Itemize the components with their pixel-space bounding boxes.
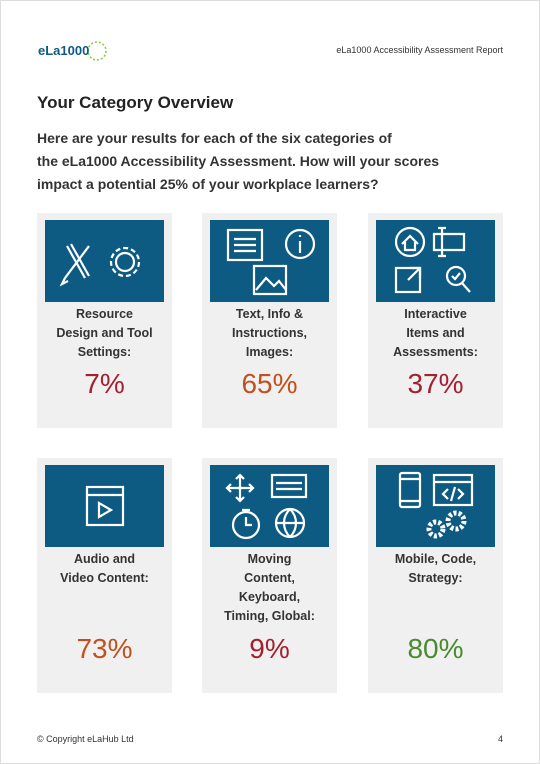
label-line: Interactive [404,307,467,321]
label-line: Text, Info & [235,307,304,321]
page-number: 4 [497,734,503,744]
icon-graphic [398,471,474,539]
category-score: 9% [249,633,290,664]
category-label: Resource Design and Tool Settings: [37,305,172,362]
category-card: Mobile, Code, Strategy: 80% [368,458,503,693]
category-label: Mobile, Code, Strategy: [368,550,503,588]
intro-line: impact a potential 25% of your workplace… [37,176,379,192]
label-line: Video Content: [60,571,149,585]
icon-graphic [85,485,125,527]
category-card: Audio and Video Content: 73% [37,458,172,693]
category-label: Text, Info & Instructions, Images: [202,305,337,362]
category-card: Resource Design and Tool Settings: 7% [37,213,172,428]
icon-graphic [59,243,141,287]
report-title: eLa1000 Accessibility Assessment Report [336,45,503,55]
category-icon [376,220,495,302]
category-score: 80% [407,633,464,664]
logo-mark [87,41,107,61]
label-line: Mobile, Code, [394,552,477,566]
category-score: 7% [84,368,125,399]
label-line: Moving [247,552,292,566]
intro-line: Here are your results for each of the si… [37,130,392,146]
category-score: 65% [241,368,298,399]
logo: eLa1000 [38,43,90,58]
label-line: Resource [76,307,133,321]
icon-graphic [226,228,316,296]
icon-graphic [394,226,471,294]
category-card: Text, Info & Instructions, Images: 65% [202,213,337,428]
label-line: Instructions, [231,326,307,340]
category-icon [45,220,164,302]
label-line: Design and Tool [56,326,153,340]
intro: Here are your results for each of the si… [37,127,439,196]
category-card: Moving Content, Keyboard, Timing, Global: 9% [202,458,337,693]
label-line: Settings: [77,345,132,359]
category-icon [45,465,164,547]
page-title: Your Category Overview [37,93,234,112]
category-label: Interactive Items and Assessments: [368,305,503,362]
label-line: Images: [245,345,294,359]
category-label: Moving Content, Keyboard, Timing, Global: [202,550,337,626]
category-card: Interactive Items and Assessments: 37% [368,213,503,428]
icon-graphic [225,473,308,540]
category-icon [376,465,495,547]
label-line: Timing, Global: [224,609,315,623]
label-line: Content, [244,571,295,585]
copyright: © Copyright eLaHub Ltd [37,734,134,744]
label-line: Audio and [73,552,136,566]
category-score: 37% [407,368,464,399]
category-score: 73% [76,633,133,664]
label-line: Strategy: [408,571,463,585]
category-icon [210,465,329,547]
category-icon [210,220,329,302]
label-line: Assessments: [393,345,478,359]
label-line: Keyboard, [238,590,301,604]
intro-line: the eLa1000 Accessibility Assessment. Ho… [37,153,440,169]
label-line: Items and [406,326,465,340]
category-label: Audio and Video Content: [37,550,172,588]
